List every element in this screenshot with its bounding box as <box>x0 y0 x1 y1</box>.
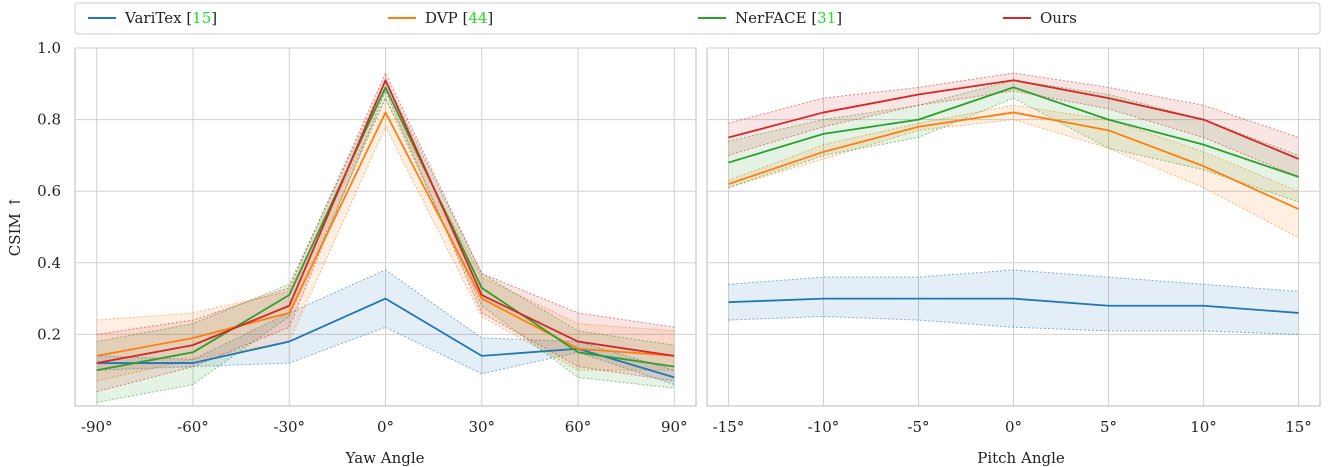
y-tick-label: 0.6 <box>37 182 61 200</box>
pitch-band-upper-varitex <box>728 269 1299 292</box>
legend-label-varitex: VariTex [15] <box>124 9 217 27</box>
y-tick-label: 0.4 <box>37 254 61 272</box>
yaw-band-dvp <box>96 98 675 381</box>
legend: VariTex [15] DVP [44] NerFACE [31] Ours <box>74 2 1321 35</box>
legend-item-ours: Ours <box>1003 9 1077 27</box>
legend-item-dvp: DVP [44] <box>388 9 493 27</box>
yaw-x-tick-label: 0° <box>377 418 394 436</box>
pitch-band-upper-ours <box>728 72 1299 138</box>
yaw-band-ours <box>96 73 675 392</box>
yaw-band-nerface <box>96 80 675 403</box>
legend-label-nerface: NerFACE [31] <box>735 9 842 27</box>
yaw-panel: -90° -60° -30° 0° 30° 60° 90° 0.2 0.4 0.6 0.8 1.0 <box>37 39 697 436</box>
yaw-band-upper-ours <box>96 71 675 335</box>
pitch-panel: -15° -10° -5° 0° 5° 10° 15° <box>706 47 1321 436</box>
yaw-band-upper-nerface <box>96 79 675 346</box>
pitch-band-nerface <box>728 80 1299 202</box>
pitch-x-tick-label: 10° <box>1190 418 1217 436</box>
y-tick-label: 0.8 <box>37 111 61 129</box>
x-axis-title-pitch: Pitch Angle <box>977 449 1065 467</box>
legend-item-nerface: NerFACE [31] <box>698 9 842 27</box>
pitch-x-tick-label: -10° <box>808 418 840 436</box>
yaw-band-varitex <box>96 269 675 385</box>
pitch-x-tick-label: 15° <box>1285 418 1312 436</box>
yaw-band-upper-varitex <box>96 269 675 371</box>
x-axis-title-yaw: Yaw Angle <box>344 449 424 467</box>
y-tick-label: 0.2 <box>37 325 61 343</box>
yaw-x-tick-label: -30° <box>273 418 305 436</box>
pitch-band-lower-nerface <box>728 97 1299 203</box>
y-tick-label: 1.0 <box>37 39 61 57</box>
pitch-x-tick-label: -5° <box>907 418 929 436</box>
pitch-band-lower-varitex <box>728 315 1299 335</box>
legend-item-varitex: VariTex [15] <box>88 9 217 27</box>
pitch-x-tick-label: -15° <box>713 418 745 436</box>
legend-label-dvp: DVP [44] <box>425 9 493 27</box>
y-axis-title: CSIM ↑ <box>6 196 24 256</box>
yaw-x-tick-label: -90° <box>81 418 113 436</box>
pitch-band-upper-dvp <box>728 104 1299 192</box>
pitch-band-varitex <box>728 269 1299 335</box>
pitch-band-lower-dvp <box>728 119 1299 239</box>
yaw-band-lower-nerface <box>96 96 675 403</box>
legend-label-ours: Ours <box>1040 9 1077 27</box>
yaw-band-upper-dvp <box>96 97 675 332</box>
yaw-x-tick-label: 30° <box>468 418 495 436</box>
yaw-x-tick-label: 60° <box>565 418 592 436</box>
pitch-x-tick-label: 5° <box>1100 418 1117 436</box>
pitch-band-upper-nerface <box>728 79 1299 156</box>
yaw-x-tick-label: -60° <box>177 418 209 436</box>
legend-frame <box>74 2 1321 35</box>
pitch-band-ours <box>728 73 1299 177</box>
yaw-x-tick-label: 90° <box>661 418 688 436</box>
pitch-band-lower-ours <box>728 90 1299 178</box>
pitch-x-tick-label: 0° <box>1005 418 1022 436</box>
